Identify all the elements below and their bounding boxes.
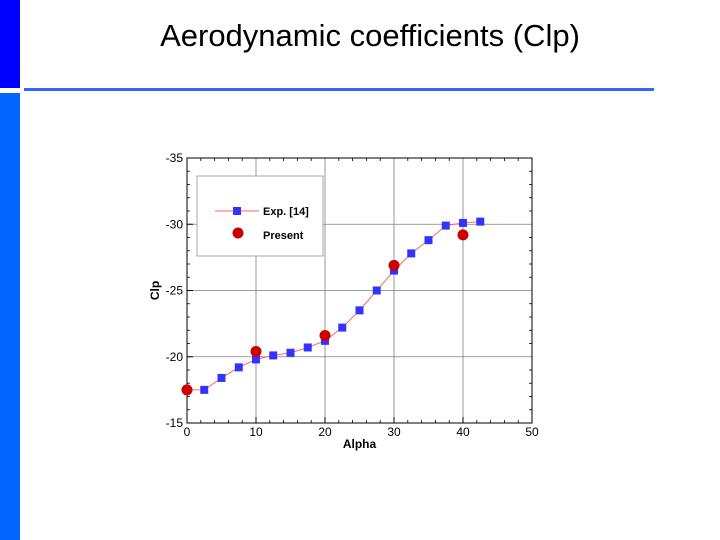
x-tick-label: 10 [249, 425, 263, 439]
y-tick-label: -25 [166, 284, 184, 298]
exp-data-point [252, 355, 260, 364]
y-axis-label: Clp [148, 281, 162, 300]
x-tick-label: 20 [318, 425, 332, 439]
x-tick-label: 40 [456, 425, 470, 439]
present-data-point [319, 330, 331, 342]
present-data-point [457, 229, 469, 241]
series-marks [181, 217, 485, 396]
exp-data-point [338, 323, 347, 332]
y-tick-label: -15 [166, 416, 184, 430]
exp-data-point [355, 306, 364, 315]
slide-title: Aerodynamic coefficients (Clp) [160, 18, 580, 53]
exp-data-point [217, 373, 226, 382]
exp-data-point [476, 217, 485, 226]
exp-data-point [441, 221, 450, 230]
x-tick-label: 50 [525, 425, 539, 439]
exp-data-point [372, 286, 381, 295]
exp-data-point [286, 348, 295, 357]
exp-data-point [459, 218, 467, 227]
exp-data-point [200, 385, 209, 394]
x-axis-label: Alpha [343, 437, 377, 451]
present-data-point [181, 384, 193, 396]
exp-data-point [234, 363, 243, 372]
legend-box [196, 175, 324, 257]
exp-data-point [269, 351, 278, 360]
legend-exp-marker [233, 207, 241, 215]
y-tick-label: -20 [166, 350, 184, 364]
x-tick-label: 30 [387, 425, 401, 439]
exp-data-point [303, 343, 312, 352]
present-data-point [388, 259, 400, 271]
x-tick-label: 0 [184, 425, 191, 439]
side-accent-bar-bottom [0, 93, 20, 540]
exp-data-point [407, 249, 416, 258]
legend-exp-label: Exp. [14] [263, 206, 309, 218]
y-tick-label: -30 [166, 217, 184, 231]
legend-present-label: Present [263, 230, 304, 242]
side-accent-bar-top [0, 0, 20, 88]
legend: Exp. [14] Present [196, 175, 324, 257]
title-divider [24, 88, 654, 91]
exp-data-point [424, 236, 433, 245]
legend-present-marker [232, 227, 244, 239]
y-tick-label: -35 [166, 151, 184, 165]
present-data-point [250, 345, 262, 357]
axis-ticks: 0 10 20 30 40 50 -35 -30 -25 -20 -15 [166, 151, 539, 439]
